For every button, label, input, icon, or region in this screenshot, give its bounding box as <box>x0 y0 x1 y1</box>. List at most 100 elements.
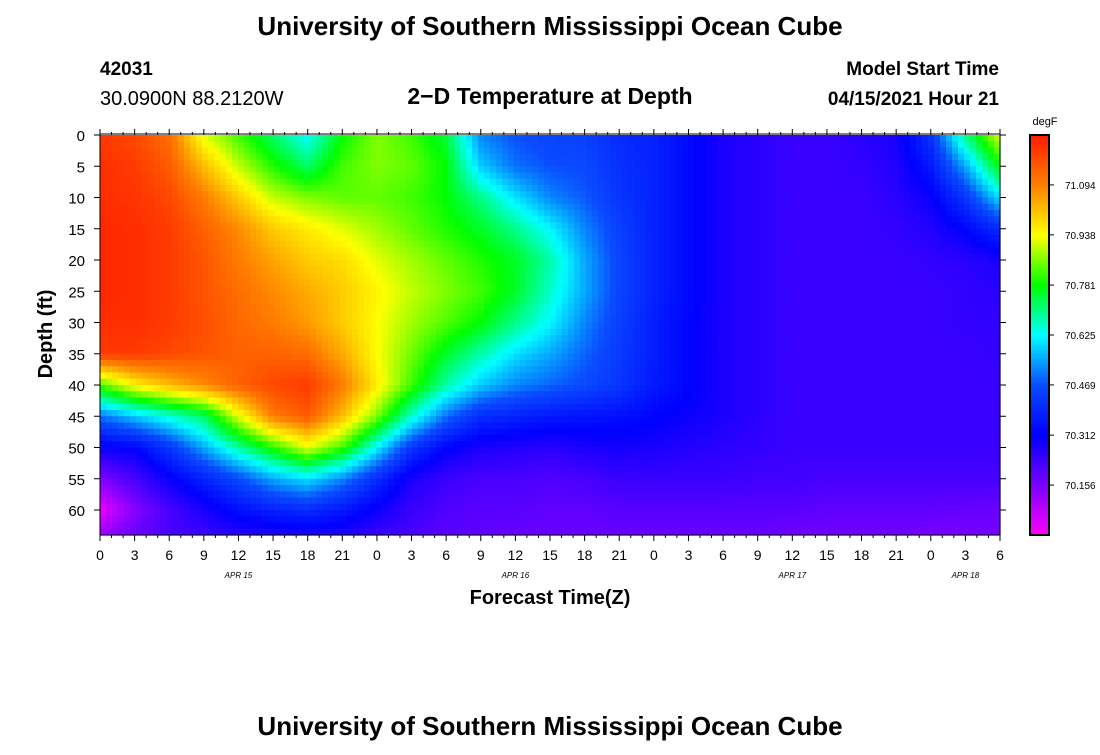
heatmap-cell <box>586 210 593 217</box>
heatmap-cell <box>196 235 203 242</box>
heatmap-cell <box>778 335 785 342</box>
heatmap-cell <box>988 322 995 330</box>
heatmap-cell <box>646 153 653 161</box>
heatmap-cell <box>976 135 983 142</box>
heatmap-cell <box>304 285 311 292</box>
heatmap-cell <box>622 303 629 311</box>
heatmap-cell <box>598 291 605 299</box>
heatmap-cell <box>220 185 227 192</box>
heatmap-cell <box>622 172 629 180</box>
heatmap-cell <box>502 160 509 167</box>
heatmap-cell <box>778 172 785 180</box>
heatmap-cell <box>142 235 149 242</box>
heatmap-cell <box>508 297 515 305</box>
heatmap-cell <box>256 297 263 305</box>
heatmap-cell <box>514 335 521 342</box>
heatmap-cell <box>274 147 281 155</box>
heatmap-cell <box>574 197 581 205</box>
heatmap-cell <box>718 141 725 149</box>
heatmap-cell <box>868 253 875 261</box>
heatmap-cell <box>352 285 359 292</box>
heatmap-cell <box>574 166 581 174</box>
heatmap-cell <box>238 341 245 349</box>
heatmap-cell <box>742 310 749 317</box>
heatmap-cell <box>676 322 683 330</box>
heatmap-cell <box>520 216 527 224</box>
heatmap-cell <box>274 160 281 167</box>
heatmap-cell <box>640 272 647 280</box>
heatmap-cell <box>268 178 275 186</box>
heatmap-cell <box>382 310 389 317</box>
heatmap-cell <box>112 141 119 149</box>
heatmap-cell <box>850 228 857 236</box>
heatmap-cell <box>592 241 599 249</box>
heatmap-cell <box>616 285 623 292</box>
heatmap-cell <box>136 135 143 142</box>
heatmap-cell <box>952 247 959 255</box>
heatmap-cell <box>802 322 809 330</box>
heatmap-cell <box>160 172 167 180</box>
heatmap-cell <box>880 260 887 267</box>
heatmap-cell <box>490 216 497 224</box>
heatmap-cell <box>808 247 815 255</box>
heatmap-cell <box>664 160 671 167</box>
heatmap-cell <box>976 203 983 211</box>
heatmap-cell <box>574 253 581 261</box>
heatmap-cell <box>694 185 701 192</box>
heatmap-cell <box>436 303 443 311</box>
heatmap-cell <box>322 172 329 180</box>
heatmap-cell <box>292 141 299 149</box>
heatmap-cell <box>166 166 173 174</box>
heatmap-cell <box>178 291 185 299</box>
heatmap-cell <box>490 285 497 292</box>
heatmap-cell <box>634 247 641 255</box>
heatmap-cell <box>604 153 611 161</box>
heatmap-cell <box>142 253 149 261</box>
heatmap-cell <box>694 178 701 186</box>
heatmap-cell <box>640 247 647 255</box>
heatmap-cell <box>526 266 533 274</box>
heatmap-cell <box>562 272 569 280</box>
heatmap-cell <box>730 310 737 317</box>
heatmap-cell <box>526 203 533 211</box>
heatmap-cell <box>862 172 869 180</box>
heatmap-cell <box>988 266 995 274</box>
heatmap-cell <box>856 197 863 205</box>
heatmap-cell <box>214 335 221 342</box>
heatmap-cell <box>880 178 887 186</box>
heatmap-cell <box>748 285 755 292</box>
heatmap-cell <box>472 235 479 242</box>
heatmap-cell <box>886 216 893 224</box>
heatmap-cell <box>460 328 467 336</box>
heatmap-cell <box>148 166 155 174</box>
heatmap-cell <box>400 185 407 192</box>
heatmap-cell <box>484 310 491 317</box>
heatmap-cell <box>376 153 383 161</box>
heatmap-cell <box>544 228 551 236</box>
heatmap-cell <box>340 203 347 211</box>
heatmap-cell <box>178 247 185 255</box>
heatmap-cell <box>646 241 653 249</box>
heatmap-cell <box>550 310 557 317</box>
heatmap-cell <box>262 166 269 174</box>
heatmap-cell <box>424 203 431 211</box>
heatmap-cell <box>946 316 953 324</box>
heatmap-cell <box>862 235 869 242</box>
heatmap-cell <box>508 135 515 142</box>
heatmap-cell <box>604 210 611 217</box>
heatmap-cell <box>220 310 227 317</box>
heatmap-cell <box>514 247 521 255</box>
heatmap-cell <box>520 322 527 330</box>
heatmap-cell <box>946 266 953 274</box>
heatmap-cell <box>466 135 473 142</box>
heatmap-cell <box>244 216 251 224</box>
heatmap-cell <box>778 310 785 317</box>
heatmap-cell <box>304 328 311 336</box>
heatmap-cell <box>124 241 131 249</box>
heatmap-cell <box>208 160 215 167</box>
heatmap-cell <box>328 191 335 199</box>
heatmap-cell <box>364 203 371 211</box>
heatmap-cell <box>670 197 677 205</box>
heatmap-cell <box>964 172 971 180</box>
heatmap-cell <box>250 316 257 324</box>
